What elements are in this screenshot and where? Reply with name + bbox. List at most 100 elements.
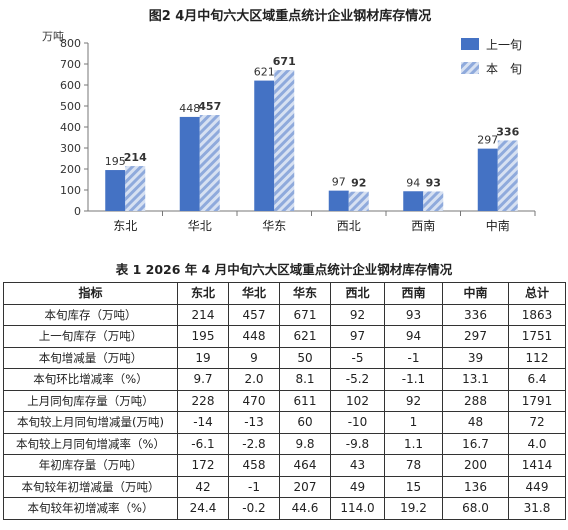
row-label: 本旬较上月同旬增减率（%） bbox=[3, 432, 178, 455]
table-cell: 78 bbox=[384, 454, 443, 477]
header-region: 西北 bbox=[330, 282, 385, 305]
table-row: 上月同旬库存量（万吨） 228 470 611 102 92 288 1791 bbox=[3, 389, 566, 412]
table-row: 本旬库存（万吨） 214 457 671 92 93 336 1863 bbox=[3, 303, 566, 326]
table-cell: 1 bbox=[384, 411, 443, 434]
table-cell: -5.2 bbox=[330, 368, 385, 391]
bar-current bbox=[423, 191, 444, 211]
table-cell: 102 bbox=[330, 389, 385, 412]
table-cell: 458 bbox=[228, 454, 280, 477]
x-category-label: 东北 bbox=[113, 219, 137, 233]
inventory-table: 指标 东北 华北 华东 西北 西南 中南 总计 本旬库存（万吨） 214 457 671 92 93 33… bbox=[3, 282, 566, 520]
header-region: 西南 bbox=[384, 282, 443, 305]
table-cell: 39 bbox=[442, 346, 509, 369]
table-cell: 671 bbox=[279, 303, 331, 326]
row-label: 本旬较上月同旬增减量(万吨) bbox=[3, 411, 178, 434]
table-cell: -0.2 bbox=[228, 497, 280, 520]
table-cell: 172 bbox=[177, 454, 229, 477]
table-cell: 19.2 bbox=[384, 497, 443, 520]
table-cell: -14 bbox=[177, 411, 229, 434]
table-cell: 93 bbox=[384, 303, 443, 326]
table-cell: 68.0 bbox=[442, 497, 509, 520]
table-cell: 214 bbox=[177, 303, 229, 326]
data-label: 671 bbox=[273, 55, 296, 68]
table-cell: 1.1 bbox=[384, 432, 443, 455]
y-tick-label: 800 bbox=[60, 37, 81, 50]
row-label: 本旬增减量（万吨） bbox=[3, 346, 178, 369]
header-region: 华东 bbox=[279, 282, 331, 305]
table-header-row: 指标 东北 华北 华东 西北 西南 中南 总计 bbox=[3, 282, 566, 305]
bar-previous bbox=[254, 80, 275, 211]
row-label: 年初库存量（万吨） bbox=[3, 454, 178, 477]
table-cell: 1791 bbox=[508, 389, 566, 412]
data-label: 92 bbox=[351, 177, 366, 190]
table-cell: 464 bbox=[279, 454, 331, 477]
data-label: 448 bbox=[179, 102, 200, 115]
data-label: 621 bbox=[254, 66, 275, 79]
bar-current bbox=[497, 140, 518, 211]
table-cell: 49 bbox=[330, 475, 385, 498]
y-tick-label: 200 bbox=[60, 163, 81, 176]
table-cell: 16.7 bbox=[442, 432, 509, 455]
y-tick-label: 400 bbox=[60, 121, 81, 134]
table-cell: -6.1 bbox=[177, 432, 229, 455]
y-tick-label: 700 bbox=[60, 58, 81, 71]
data-label: 336 bbox=[496, 125, 519, 138]
table-cell: 470 bbox=[228, 389, 280, 412]
table-cell: 43 bbox=[330, 454, 385, 477]
table-cell: 336 bbox=[442, 303, 509, 326]
row-label: 上一旬库存（万吨） bbox=[3, 325, 178, 348]
data-label: 214 bbox=[124, 151, 147, 164]
x-category-label: 西南 bbox=[411, 218, 435, 233]
table-cell: 448 bbox=[228, 325, 280, 348]
table-cell: 19 bbox=[177, 346, 229, 369]
x-category-label: 华东 bbox=[262, 219, 286, 233]
bar-previous bbox=[403, 191, 424, 211]
table-cell: 288 bbox=[442, 389, 509, 412]
legend-swatch bbox=[461, 62, 479, 74]
legend-label: 本 旬 bbox=[486, 62, 522, 76]
table-cell: 114.0 bbox=[330, 497, 385, 520]
table-cell: 31.8 bbox=[508, 497, 566, 520]
bar-previous bbox=[105, 170, 126, 211]
table-row: 本旬较年初增减率（%） 24.4 -0.2 44.6 114.0 19.2 68.0 31.8 bbox=[3, 497, 566, 520]
table-cell: 15 bbox=[384, 475, 443, 498]
row-label: 本旬库存（万吨） bbox=[3, 303, 178, 326]
bar-current bbox=[125, 166, 146, 211]
row-label: 上月同旬库存量（万吨） bbox=[3, 389, 178, 412]
bar-previous bbox=[328, 190, 349, 211]
data-label: 93 bbox=[426, 176, 441, 189]
bar-previous bbox=[477, 148, 498, 211]
table-cell: 9.7 bbox=[177, 368, 229, 391]
table-cell: 94 bbox=[384, 325, 443, 348]
row-label: 本旬环比增减率（%） bbox=[3, 368, 178, 391]
table-row: 年初库存量（万吨） 172 458 464 43 78 200 1414 bbox=[3, 454, 566, 477]
table-cell: 9.8 bbox=[279, 432, 331, 455]
table-cell: 92 bbox=[330, 303, 385, 326]
bar-current bbox=[274, 70, 295, 211]
table-cell: 611 bbox=[279, 389, 331, 412]
y-tick-label: 600 bbox=[60, 79, 81, 92]
table-cell: 42 bbox=[177, 475, 229, 498]
table-row: 本旬较上月同旬增减率（%） -6.1 -2.8 9.8 -9.8 1.1 16.7 4.0 bbox=[3, 432, 566, 455]
table-cell: 228 bbox=[177, 389, 229, 412]
table-cell: 449 bbox=[508, 475, 566, 498]
table-cell: 2.0 bbox=[228, 368, 280, 391]
row-label: 本旬较年初增减量（万吨） bbox=[3, 475, 178, 498]
table-cell: 72 bbox=[508, 411, 566, 434]
y-tick-label: 300 bbox=[60, 142, 81, 155]
table-cell: 97 bbox=[330, 325, 385, 348]
table-cell: 1414 bbox=[508, 454, 566, 477]
table-cell: 8.1 bbox=[279, 368, 331, 391]
x-category-label: 华北 bbox=[188, 219, 212, 233]
header-region: 中南 bbox=[442, 282, 509, 305]
table-cell: 50 bbox=[279, 346, 331, 369]
y-tick-label: 100 bbox=[60, 184, 81, 197]
bar-previous bbox=[179, 116, 200, 211]
table-row: 本旬较年初增减量（万吨） 42 -1 207 49 15 136 449 bbox=[3, 475, 566, 498]
table-cell: -1 bbox=[228, 475, 280, 498]
table-cell: 621 bbox=[279, 325, 331, 348]
table-cell: -5 bbox=[330, 346, 385, 369]
table-cell: 195 bbox=[177, 325, 229, 348]
data-label: 195 bbox=[105, 155, 126, 168]
table-cell: 136 bbox=[442, 475, 509, 498]
